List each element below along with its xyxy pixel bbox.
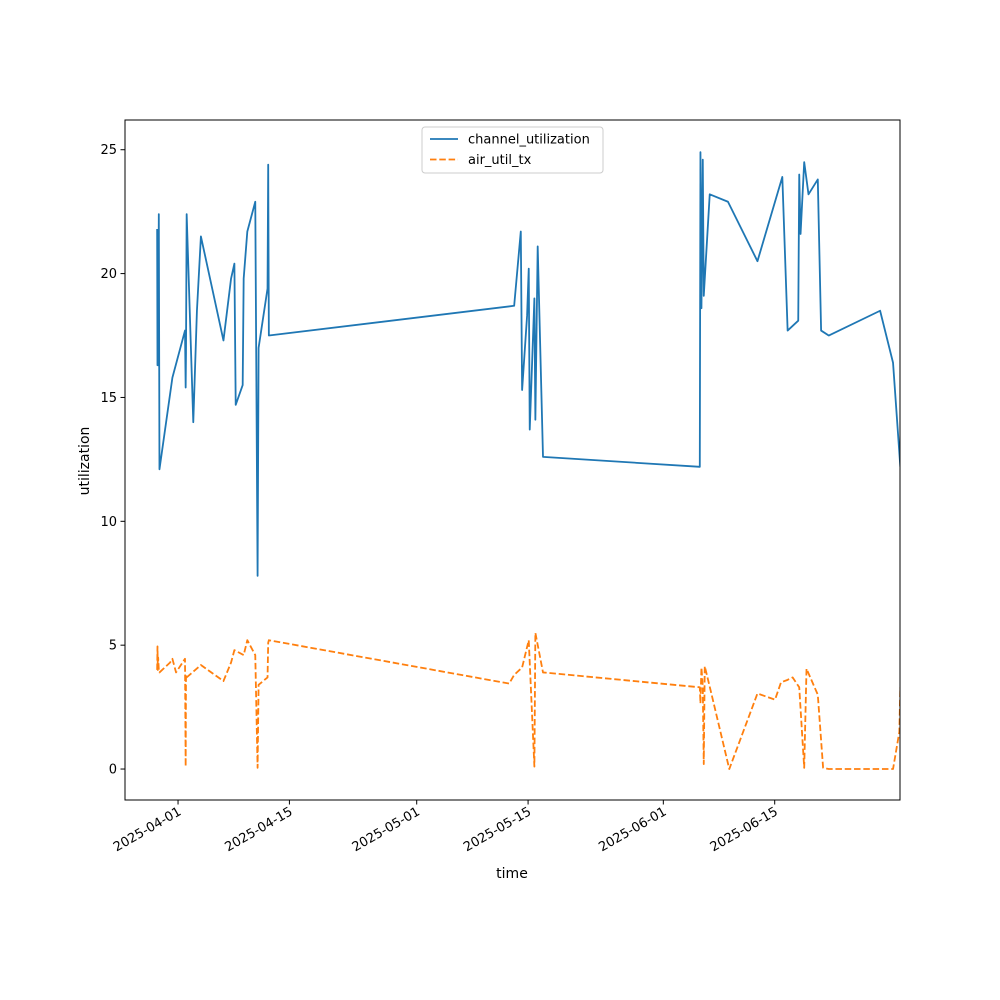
plot-frame (124, 119, 901, 801)
plot-area (156, 151, 900, 770)
y-tick-label: 0 (109, 763, 117, 778)
legend-box (421, 126, 604, 174)
x-axis-label: time (496, 866, 528, 882)
y-tick-label: 20 (100, 267, 117, 282)
y-tick-label: 5 (109, 639, 117, 654)
series-line-channel_utilization (156, 151, 900, 577)
legend: channel_utilization air_util_tx (421, 126, 604, 174)
y-axis-label: utilization (77, 427, 93, 496)
y-tick-label: 10 (100, 515, 117, 530)
y-tick-label: 15 (100, 391, 117, 406)
legend-label-channel_utilization: channel_utilization (468, 133, 590, 148)
legend-label-air_util_tx: air_util_tx (468, 153, 532, 168)
y-tick-label: 25 (100, 143, 117, 158)
series-line-air_util_tx (156, 631, 900, 770)
